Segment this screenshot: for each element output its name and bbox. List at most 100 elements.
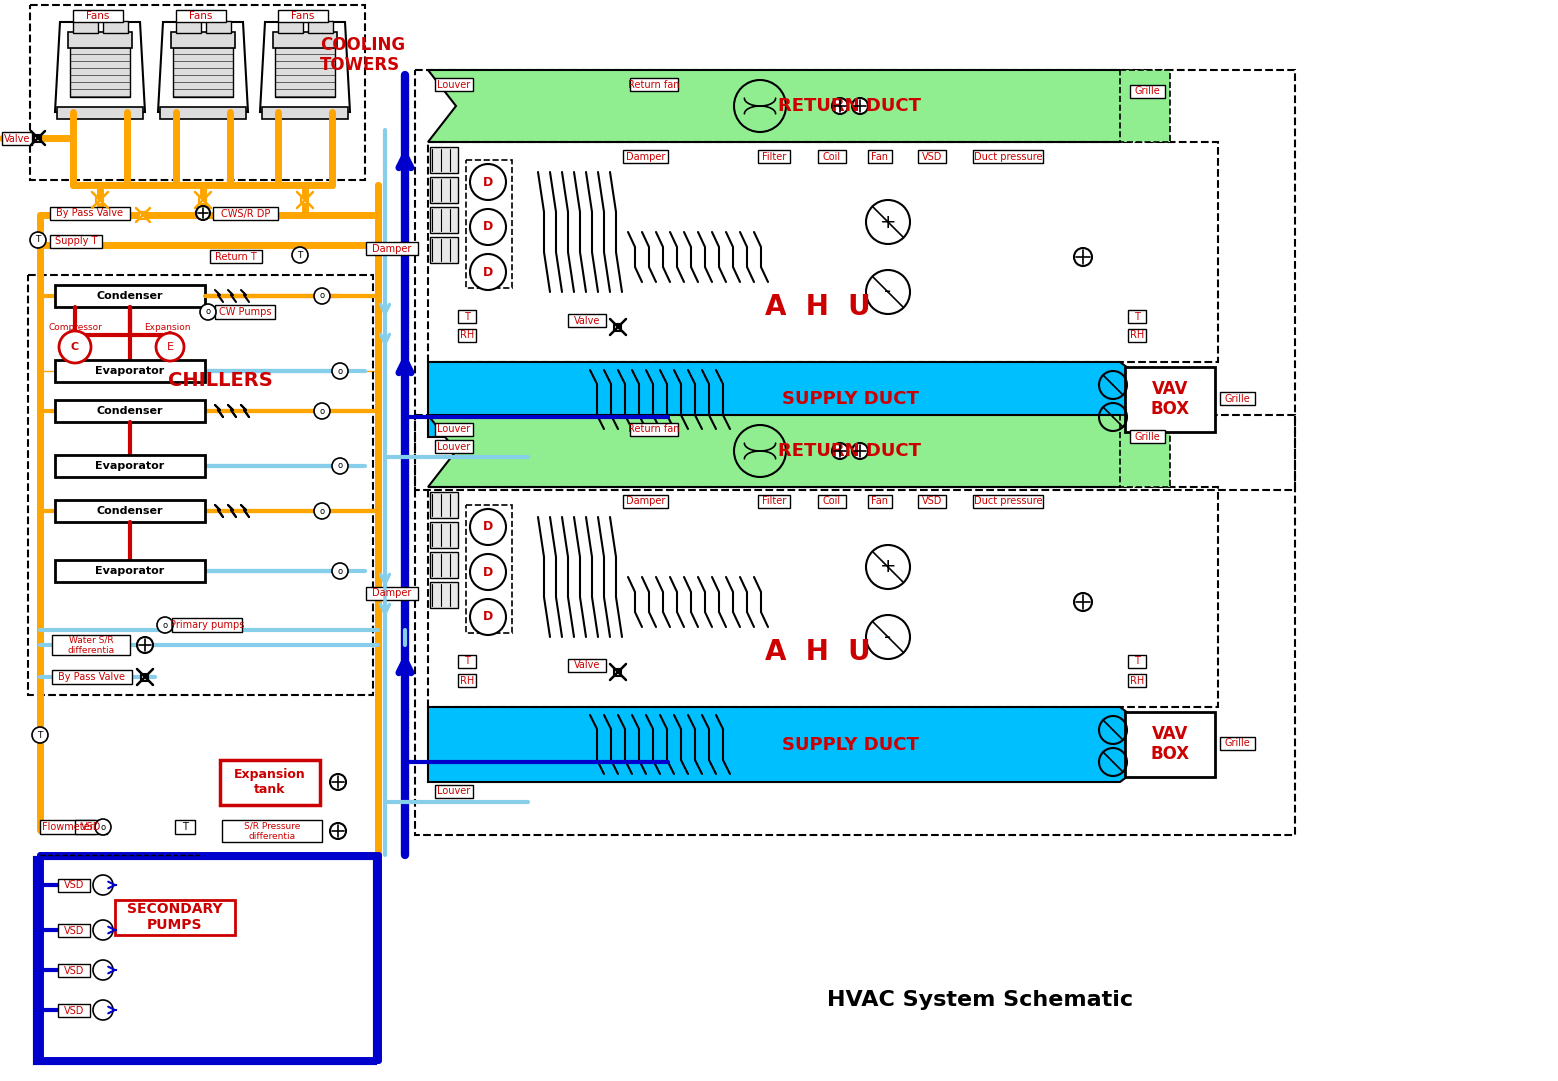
Text: Damper: Damper [372, 588, 411, 599]
Bar [70, 46, 129, 97]
Bar [210, 250, 262, 263]
Bar [142, 673, 148, 681]
Bar [58, 1004, 90, 1017]
Bar [458, 655, 477, 668]
Text: By Pass Valve: By Pass Valve [56, 209, 123, 218]
Text: Valve: Valve [573, 660, 600, 670]
Bar [430, 237, 458, 263]
Bar [55, 501, 206, 522]
Bar [1128, 310, 1147, 323]
Text: Duct pressure: Duct pressure [974, 151, 1042, 161]
Bar [623, 150, 668, 163]
Text: CHILLERS: CHILLERS [168, 371, 273, 389]
Text: Evaporator: Evaporator [95, 366, 165, 376]
Bar [1128, 673, 1147, 688]
Text: Coil: Coil [823, 496, 841, 507]
Text: VSD: VSD [922, 151, 943, 161]
Text: RH: RH [460, 331, 474, 341]
Text: T: T [182, 822, 189, 832]
Bar [759, 495, 790, 508]
Text: -: - [885, 282, 891, 302]
Bar [176, 10, 226, 22]
Bar [103, 21, 128, 34]
Text: T: T [1134, 311, 1140, 321]
Text: o: o [319, 292, 324, 301]
Circle shape [93, 875, 114, 895]
Circle shape [196, 206, 210, 221]
Circle shape [157, 617, 173, 633]
Bar [277, 10, 329, 22]
Text: RETURN DUCT: RETURN DUCT [779, 97, 921, 115]
Text: VSD: VSD [64, 1005, 84, 1015]
Text: T: T [37, 731, 42, 739]
Circle shape [1073, 593, 1092, 611]
Bar [1125, 368, 1215, 432]
Text: Damper: Damper [372, 243, 411, 254]
Text: CW Pumps: CW Pumps [218, 307, 271, 317]
Text: -: - [885, 627, 891, 646]
Text: Grille: Grille [1225, 393, 1251, 403]
Bar [55, 455, 206, 477]
Bar [2, 132, 33, 145]
Text: T: T [298, 251, 302, 259]
Bar [50, 235, 101, 248]
Bar [55, 360, 206, 382]
Bar [868, 150, 893, 163]
Bar [430, 492, 458, 518]
Text: VSD: VSD [922, 496, 943, 507]
Circle shape [315, 503, 330, 519]
Text: Supply T: Supply T [55, 237, 97, 246]
Text: Fans: Fans [86, 11, 109, 21]
Text: E: E [167, 342, 173, 352]
Bar [213, 206, 277, 221]
Circle shape [330, 774, 346, 790]
Bar [1220, 737, 1256, 750]
Bar [55, 285, 206, 307]
Polygon shape [428, 70, 1161, 142]
Text: Grille: Grille [1225, 738, 1251, 748]
Circle shape [315, 288, 330, 304]
Bar [69, 32, 132, 48]
Text: VSD: VSD [64, 881, 84, 891]
Bar [759, 150, 790, 163]
Bar [614, 668, 622, 676]
Circle shape [291, 246, 308, 263]
Bar [34, 858, 375, 1063]
Bar [466, 505, 513, 633]
Circle shape [315, 403, 330, 419]
Text: D: D [483, 520, 494, 534]
Text: Valve: Valve [3, 133, 30, 144]
Text: RH: RH [460, 676, 474, 685]
Bar [1120, 415, 1170, 488]
Bar [206, 21, 231, 34]
Bar [308, 21, 333, 34]
Bar [199, 197, 207, 203]
Circle shape [1073, 248, 1092, 266]
Text: o: o [206, 307, 210, 317]
Text: Return T: Return T [215, 252, 257, 262]
Circle shape [852, 443, 868, 459]
Text: T: T [1134, 656, 1140, 667]
Polygon shape [428, 707, 1170, 782]
Bar [414, 415, 1295, 835]
Text: COOLING
TOWERS: COOLING TOWERS [319, 36, 405, 75]
Text: o: o [162, 620, 168, 629]
Bar [276, 46, 335, 97]
Text: Damper: Damper [626, 151, 665, 161]
Text: Return fan: Return fan [628, 80, 679, 90]
Text: Return fan: Return fan [628, 425, 679, 435]
Text: Louver: Louver [438, 425, 471, 435]
Text: A  H  U: A H U [765, 638, 871, 666]
Bar [430, 177, 458, 203]
Bar [160, 107, 246, 119]
Circle shape [471, 553, 506, 590]
Text: Louver: Louver [438, 441, 471, 452]
Text: Grille: Grille [1134, 86, 1161, 96]
Bar [176, 21, 201, 34]
Text: o: o [338, 366, 343, 375]
Bar [435, 423, 474, 436]
Text: Grille: Grille [1134, 431, 1161, 441]
Bar [262, 107, 347, 119]
Text: VAV
BOX: VAV BOX [1150, 724, 1190, 763]
Bar [1128, 655, 1147, 668]
